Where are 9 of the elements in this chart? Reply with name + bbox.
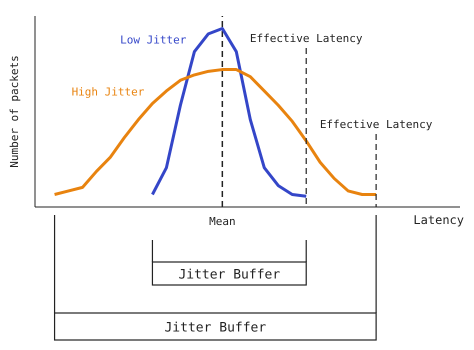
- series-label: High Jitter: [72, 85, 145, 98]
- annotation: Effective Latency: [250, 32, 363, 45]
- y-axis-title: Number of packets: [8, 55, 21, 168]
- text: Mean: [209, 214, 236, 228]
- annotation: Effective Latency: [320, 118, 433, 131]
- text: Jitter Buffer: [164, 320, 266, 336]
- text: Jitter Buffer: [178, 268, 280, 282]
- x-axis-title: Latency: [413, 213, 464, 227]
- series-label: Low Jitter: [120, 34, 187, 47]
